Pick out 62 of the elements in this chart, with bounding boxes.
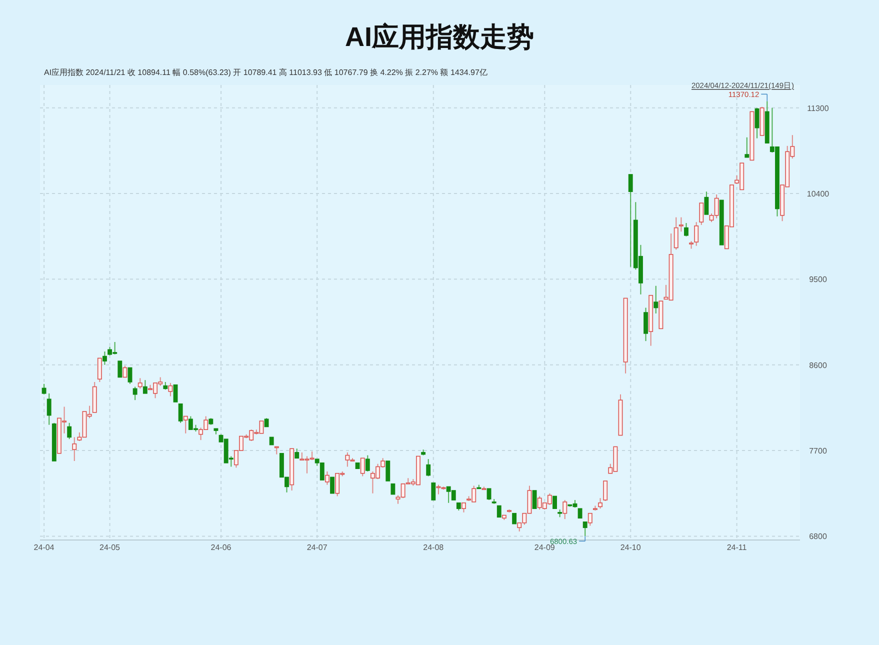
candlestick [598,498,602,510]
candlestick [694,222,699,246]
candlestick [654,285,658,314]
candlestick [42,383,46,395]
candlestick [532,490,537,509]
candlestick [183,416,188,434]
candlestick [678,216,684,232]
candlestick [102,351,107,366]
candlestick [128,367,132,384]
candlestick [684,222,688,237]
x-tick-label: 24-11 [726,543,748,552]
candlestick [644,307,648,342]
candlestick [72,436,77,462]
candlestick [97,358,102,382]
candlestick [628,174,633,268]
candlestick [365,454,370,472]
candlestick [462,502,466,513]
candlestick [118,360,122,378]
candlestick [512,512,517,524]
x-tick-label: 24-08 [423,543,444,552]
candlestick [744,136,750,158]
candlestick [178,403,183,424]
text: AI应用指数 2024/11/21 收 10894.11 幅 0.58%(63.23) 开 10789.41 高 11013.93 低 10767.79 换 4.22% 振 2.27% 额 1434.97亿 [44,68,488,77]
candlestick [324,470,330,486]
candlestick [386,460,390,482]
x-tick-label: 24-05 [100,543,121,552]
candlestick [132,386,138,401]
candlestick [431,482,436,500]
x-tick-label: 24-09 [534,543,556,552]
x-tick-label: 24-10 [620,543,642,552]
candlestick [552,496,557,509]
candlestick [578,508,582,519]
candlestick [496,505,502,518]
candlestick [360,458,365,477]
candlestick [168,382,173,397]
y-tick-label: 7700 [809,446,828,456]
y-tick-label: 6800 [809,532,828,542]
candlestick [46,392,52,426]
candlestick [390,483,396,495]
candlestick [330,476,334,494]
candlestick [562,500,568,520]
candlestick [588,512,592,526]
y-tick-label: 8600 [809,360,828,370]
x-tick-label: 24-07 [306,543,328,552]
y-tick-label: 11300 [807,104,830,113]
candlestick [704,191,709,215]
candlestick [122,365,128,378]
candlestick [603,480,608,502]
y-tick-label: 9500 [809,275,828,284]
candlestick [699,202,704,226]
x-tick-label: 24-04 [34,543,55,552]
candlestick [67,422,72,440]
candlestick [173,384,178,402]
candlestick [426,458,431,477]
candlestick [674,216,678,250]
x-tick-label: 24-06 [210,543,232,552]
chart-title: AI应用指数走势 [345,22,534,52]
y-tick-label: 10400 [806,190,830,199]
candlestick [138,378,142,390]
candlestick [486,488,492,501]
candlestick [142,380,148,394]
candlestick [294,448,300,459]
